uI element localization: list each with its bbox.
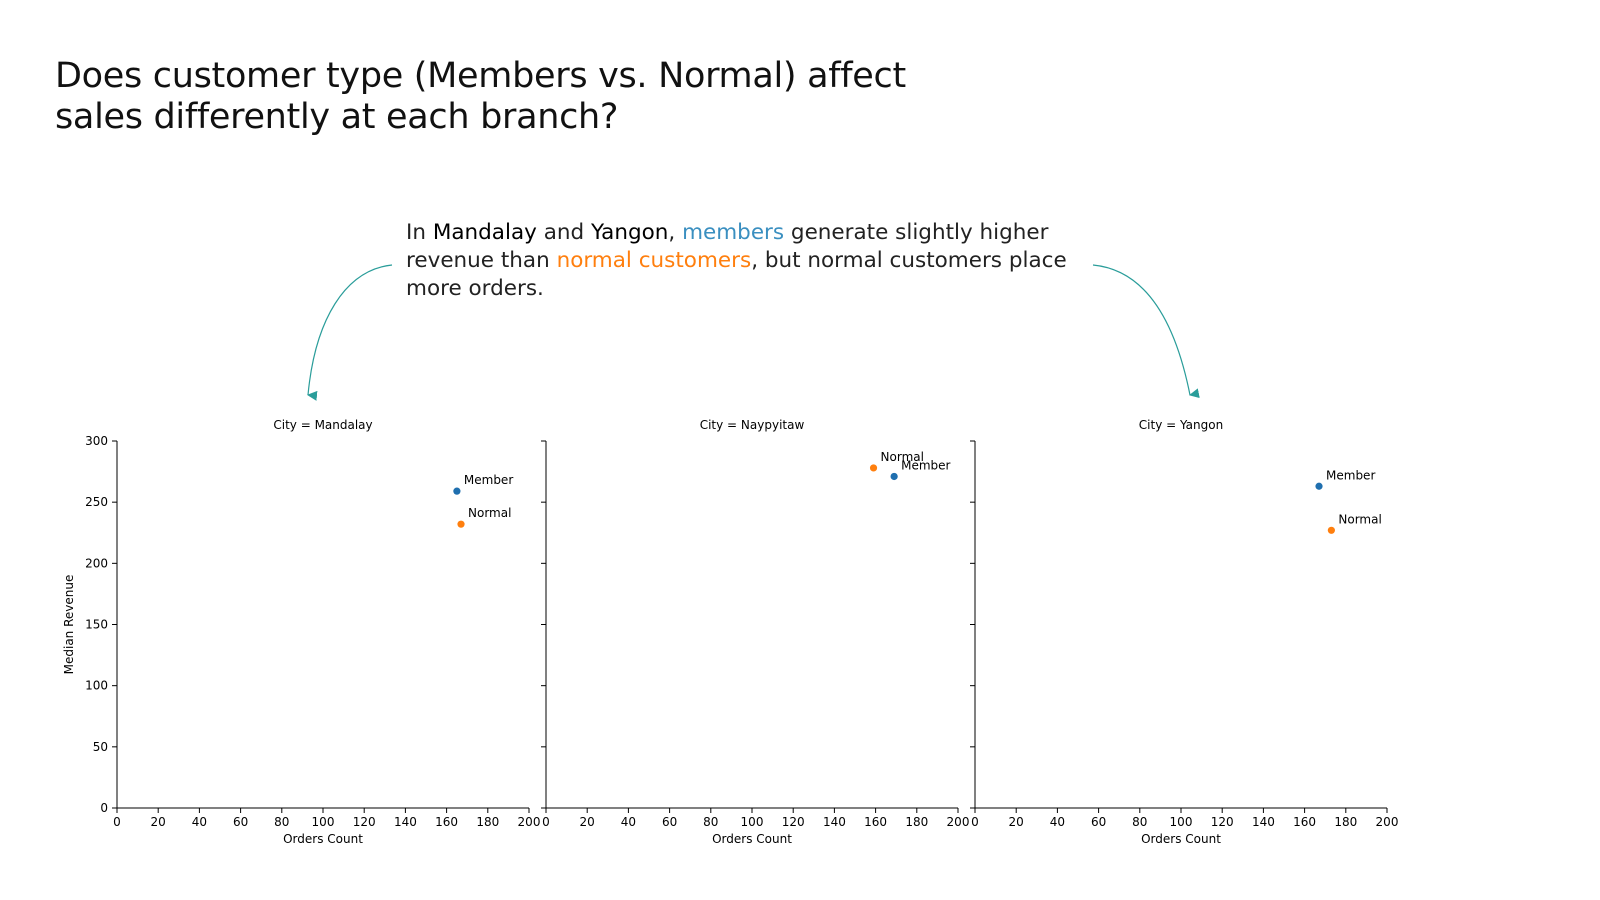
x-tick-label: 180 — [1334, 815, 1357, 829]
x-tick-label: 120 — [353, 815, 376, 829]
x-tick-label: 160 — [435, 815, 458, 829]
title-line-1: Does customer type (Members vs. Normal) … — [55, 56, 906, 96]
x-tick-label: 100 — [312, 815, 335, 829]
x-tick-label: 20 — [1009, 815, 1024, 829]
x-tick-label: 140 — [823, 815, 846, 829]
x-tick-label: 100 — [741, 815, 764, 829]
point-member — [890, 472, 898, 481]
x-tick-label: 0 — [542, 815, 550, 829]
y-tick-label: 150 — [85, 618, 108, 632]
city-yangon-highlight: Yangon — [590, 220, 669, 245]
point-member — [1315, 482, 1323, 490]
point-label-member: Member — [1326, 468, 1375, 482]
x-tick-label: 20 — [580, 815, 595, 829]
arrow-to-yangon — [1092, 264, 1200, 399]
x-tick-label: 180 — [905, 815, 928, 829]
x-tick-label: 80 — [703, 815, 718, 829]
title-line-2: sales differently at each branch? — [55, 97, 619, 137]
x-axis-label: Orders Count — [1141, 832, 1221, 846]
point-normal — [1327, 526, 1335, 534]
x-tick-label: 40 — [1050, 815, 1065, 829]
point-label-normal: Normal — [468, 506, 511, 520]
point-member — [453, 487, 461, 495]
panel-title: City = Naypyitaw — [700, 418, 805, 432]
x-tick-label: 140 — [394, 815, 417, 829]
y-tick-label: 50 — [93, 740, 108, 754]
x-tick-label: 0 — [971, 815, 979, 829]
annotation-line-1: In Mandalay and Yangon, members generate… — [406, 220, 1049, 245]
x-tick-label: 60 — [1091, 815, 1106, 829]
x-tick-label: 100 — [1170, 815, 1193, 829]
point-normal — [869, 464, 878, 472]
x-tick-label: 140 — [1252, 815, 1275, 829]
x-tick-label: 0 — [113, 815, 121, 829]
x-tick-label: 60 — [662, 815, 677, 829]
normal-customers-highlight: normal customers — [556, 248, 752, 273]
page-title: Does customer type (Members vs. Normal) … — [55, 56, 1055, 138]
x-tick-label: 200 — [1376, 815, 1399, 829]
chart-panel-3: 0 20 40 60 80 100 120 140 160 180 200 City = Yangon… — [970, 418, 1398, 846]
annotation-line-2: revenue than normal customers, but norma… — [406, 248, 1067, 273]
chart-panel-1: 0 20 40 60 80 100 120 140 160 180 200 0 50 100 150 200 2… — [62, 418, 540, 846]
x-tick-label: 120 — [1211, 815, 1234, 829]
y-tick-label: 250 — [85, 495, 108, 509]
y-tick-label: 200 — [85, 556, 108, 570]
annotation-text: In Mandalay and Yangon, members generate… — [406, 219, 1096, 303]
panel-title: City = Yangon — [1139, 418, 1223, 432]
y-tick-label: 100 — [85, 679, 108, 693]
x-axis-label: Orders Count — [712, 832, 792, 846]
x-tick-label: 120 — [782, 815, 805, 829]
y-axis-label: Median Revenue — [62, 575, 76, 675]
point-label-member: Member — [464, 473, 513, 487]
x-tick-label: 40 — [621, 815, 636, 829]
y-tick-label: 300 — [85, 434, 108, 448]
y-tick-label: 0 — [100, 801, 108, 815]
point-label-member: Member — [901, 458, 950, 472]
x-tick-label: 180 — [476, 815, 499, 829]
panel-title: City = Mandalay — [273, 418, 372, 432]
x-tick-label: 160 — [1293, 815, 1316, 829]
x-axis-label: Orders Count — [283, 832, 363, 846]
point-label-normal: Normal — [1338, 512, 1381, 526]
chart-panel-2: 0 20 40 60 80 100 120 140 160 180 200 City = Naypyi… — [541, 418, 969, 846]
x-tick-label: 80 — [274, 815, 289, 829]
annotation-line-3: more orders. — [406, 276, 544, 301]
city-mandalay-highlight: Mandalay — [432, 220, 537, 245]
point-normal — [457, 520, 465, 528]
x-tick-label: 20 — [151, 815, 166, 829]
x-tick-label: 80 — [1132, 815, 1147, 829]
x-tick-label: 60 — [233, 815, 248, 829]
x-tick-label: 40 — [192, 815, 207, 829]
x-tick-label: 200 — [947, 815, 970, 829]
x-tick-label: 160 — [864, 815, 887, 829]
point-label-normal: Normal — [881, 450, 924, 464]
members-highlight: members — [682, 220, 785, 245]
x-tick-label: 200 — [518, 815, 541, 829]
arrow-to-mandalay — [307, 264, 393, 401]
